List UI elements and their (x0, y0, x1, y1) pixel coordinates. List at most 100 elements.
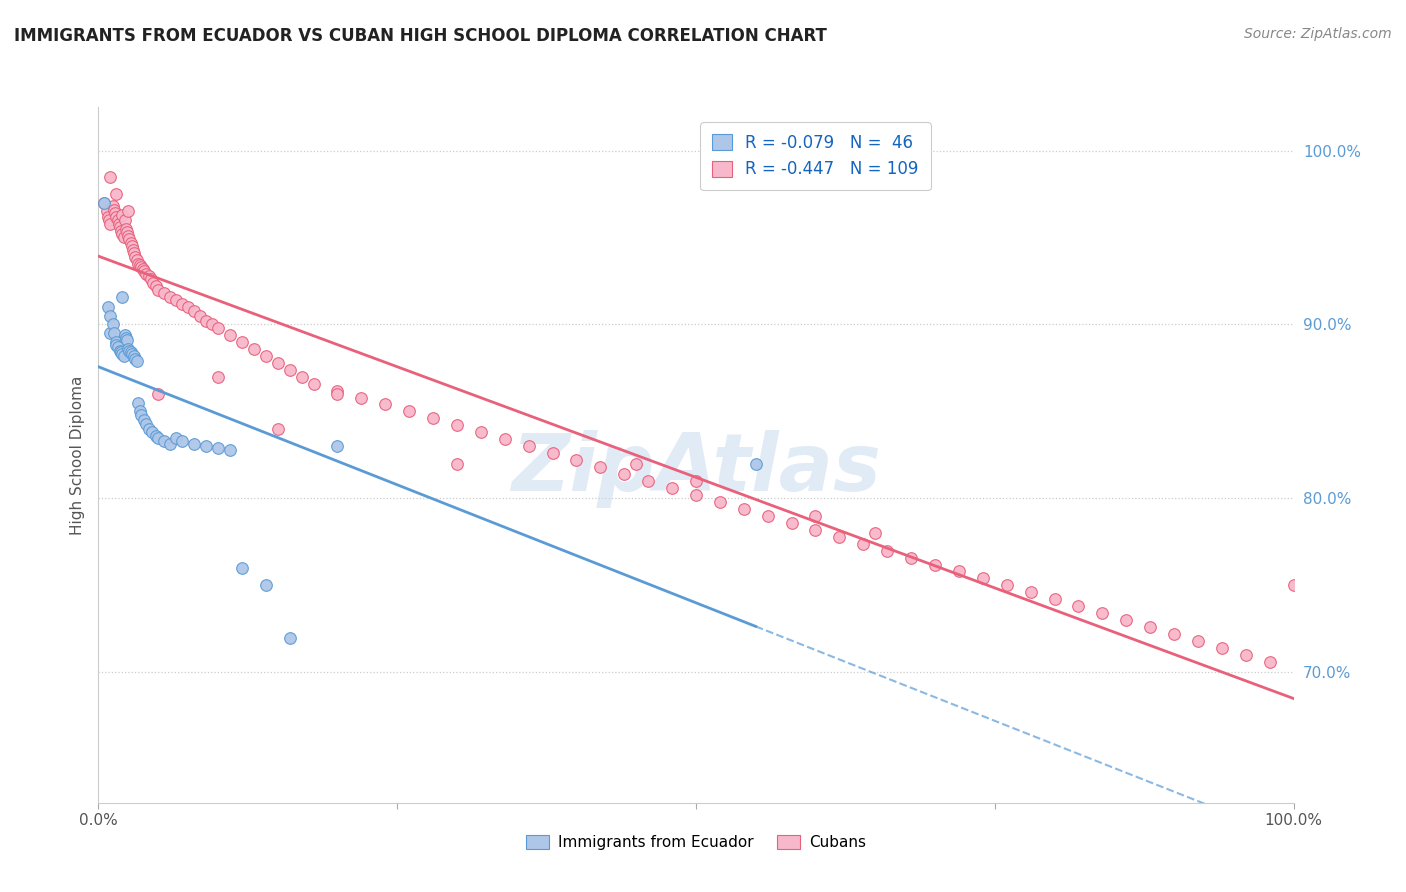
Point (129, 404, 152, 418)
Point (1019, 585, 1042, 599)
Point (254, 349, 277, 363)
Point (125, 354, 148, 368)
Point (105, 210, 128, 224)
Point (98, 213, 121, 227)
Point (183, 303, 205, 318)
Point (138, 422, 160, 436)
Point (98, 309, 122, 323)
Point (115, 221, 138, 235)
Text: ZipAtlas: ZipAtlas (510, 430, 882, 508)
Point (117, 342, 139, 356)
Point (207, 321, 229, 335)
Point (120, 345, 142, 359)
Point (127, 395, 149, 409)
Point (93, 195, 115, 210)
Point (141, 425, 163, 440)
Point (219, 442, 242, 457)
Point (105, 338, 128, 352)
Point (114, 327, 136, 342)
Point (132, 413, 155, 427)
Point (148, 283, 170, 297)
Point (1163, 627, 1185, 641)
Point (1234, 648, 1257, 662)
Point (139, 272, 162, 286)
Point (661, 481, 683, 495)
Point (685, 474, 707, 488)
Point (326, 439, 349, 453)
Point (111, 290, 134, 304)
Point (172, 434, 194, 448)
Point (745, 457, 768, 471)
Point (278, 631, 301, 645)
Point (165, 430, 187, 444)
Point (172, 296, 194, 310)
Point (302, 376, 325, 391)
Point (101, 199, 124, 213)
Point (589, 460, 612, 475)
Point (98, 326, 122, 340)
Point (1067, 599, 1090, 614)
Point (135, 417, 157, 431)
Point (108, 343, 131, 358)
Point (398, 404, 420, 418)
Point (105, 186, 128, 201)
Point (494, 432, 516, 446)
Point (254, 578, 277, 592)
Point (291, 369, 314, 384)
Text: Source: ZipAtlas.com: Source: ZipAtlas.com (1244, 27, 1392, 41)
Point (131, 261, 153, 276)
Point (195, 439, 218, 453)
Point (219, 327, 242, 342)
Point (111, 347, 134, 361)
Point (159, 437, 181, 451)
Point (97, 300, 120, 314)
Point (96, 204, 118, 219)
Text: IMMIGRANTS FROM ECUADOR VS CUBAN HIGH SCHOOL DIPLOMA CORRELATION CHART: IMMIGRANTS FROM ECUADOR VS CUBAN HIGH SC… (14, 27, 827, 45)
Point (1091, 606, 1114, 620)
Point (709, 495, 731, 509)
Point (153, 434, 176, 448)
Point (188, 309, 211, 323)
Point (756, 508, 779, 523)
Point (124, 349, 146, 363)
Point (98, 217, 122, 231)
Point (613, 467, 636, 481)
Point (122, 243, 145, 257)
Point (243, 342, 266, 356)
Point (326, 387, 349, 401)
Point (111, 208, 134, 222)
Point (103, 202, 125, 217)
Point (115, 225, 138, 239)
Point (685, 488, 707, 502)
Point (107, 213, 129, 227)
Point (121, 347, 143, 361)
Point (145, 429, 167, 443)
Point (117, 204, 139, 219)
Point (103, 326, 125, 340)
Point (131, 260, 153, 274)
Point (101, 318, 124, 332)
Point (565, 453, 588, 467)
Point (1187, 634, 1209, 648)
Point (876, 543, 898, 558)
Point (195, 314, 218, 328)
Point (422, 411, 444, 425)
Point (924, 558, 946, 572)
Point (201, 318, 224, 332)
Point (374, 397, 396, 411)
Point (517, 439, 540, 453)
Point (117, 228, 139, 243)
Point (104, 206, 127, 220)
Point (865, 526, 887, 541)
Point (97, 210, 120, 224)
Point (446, 457, 468, 471)
Point (115, 333, 138, 347)
Point (107, 340, 129, 354)
Point (828, 530, 851, 544)
Point (159, 290, 181, 304)
Legend: Immigrants from Ecuador, Cubans: Immigrants from Ecuador, Cubans (519, 827, 873, 858)
Point (165, 293, 187, 307)
Point (135, 267, 157, 281)
Point (118, 343, 141, 358)
Point (148, 387, 170, 401)
